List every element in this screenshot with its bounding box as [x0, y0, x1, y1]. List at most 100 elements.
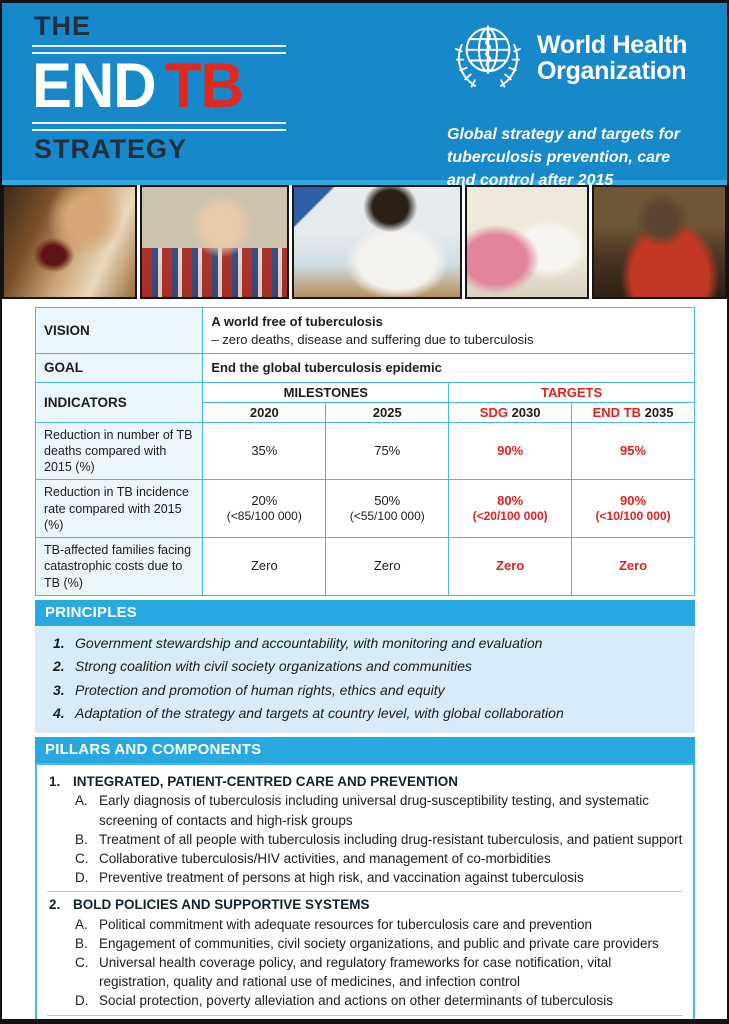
- end-tb-strategy-logo: THE END TB STRATEGY: [32, 13, 286, 163]
- pillar-component: A. Political commitment with adequate res…: [47, 915, 683, 934]
- cell-2020: 35%: [202, 421, 327, 481]
- cell-2035: 95%: [571, 421, 695, 481]
- pillar-component: C. Universal health coverage policy, and …: [47, 953, 683, 991]
- pillar-component: C. Collaborative tuberculosis/HIV activit…: [47, 849, 683, 868]
- main-content: VISION A world free of tuberculosis – ze…: [2, 299, 727, 1020]
- logo-the-text: THE: [34, 11, 91, 41]
- logo-endtb-text: END TB: [32, 55, 273, 118]
- goal-row: GOAL End the global tuberculosis epidemi…: [34, 353, 695, 383]
- year-prefix: END TB: [592, 404, 641, 420]
- photo-smiling-woman-in-red: [592, 185, 727, 299]
- pillar-title: 1. INTEGRATED, PATIENT-CENTRED CARE AND P…: [47, 772, 683, 792]
- principle-text: Protection and promotion of human rights…: [75, 681, 445, 698]
- component-letter: B.: [75, 831, 88, 847]
- header-subtitle: Global strategy and targets for tubercul…: [447, 126, 680, 190]
- cell-2035: 90% (<10/100 000): [571, 479, 695, 539]
- component-letter: C.: [75, 850, 89, 866]
- column-group-row: INDICATORS MILESTONES TARGETS: [34, 381, 695, 423]
- vision-row: VISION A world free of tuberculosis – ze…: [34, 306, 695, 355]
- principle-item: 4. Adaptation of the strategy and targets…: [45, 705, 685, 723]
- photo-man-holding-tb-medication: [2, 185, 137, 299]
- pillar-number: 1.: [49, 773, 61, 789]
- pillar-section-3: 3.INTENSIFIED RESEARCH AND INNOVATION A.…: [47, 1014, 683, 1020]
- photo-child-receiving-treatment: [140, 185, 289, 299]
- strategy-table: VISION A world free of tuberculosis – ze…: [34, 306, 695, 596]
- pillar-title: 2. BOLD POLICIES AND SUPPORTIVE SYSTEMS: [47, 895, 683, 915]
- year-value: 2025: [372, 404, 402, 420]
- cell-2030: 90%: [448, 421, 573, 481]
- indicator-row-deaths: Reduction in number of TB deaths compare…: [34, 421, 695, 481]
- who-emblem-icon: [455, 25, 521, 88]
- cell-2025: 50% (<55/100 000): [325, 479, 450, 539]
- goal-label: GOAL: [34, 353, 204, 383]
- cell-2020: Zero: [202, 537, 327, 596]
- component-text: Engagement of communities, civil society…: [99, 935, 659, 951]
- pillar-title-text: BOLD POLICIES AND SUPPORTIVE SYSTEMS: [73, 897, 370, 913]
- component-text: Treatment of all people with tuberculosi…: [99, 831, 683, 847]
- pillar-section-1: 1. INTEGRATED, PATIENT-CENTRED CARE AND P…: [47, 769, 683, 891]
- component-letter: B.: [75, 935, 88, 951]
- who-wordmark: World Health Organization: [537, 32, 687, 84]
- year-endtb-2035: END TB 2035: [571, 401, 695, 423]
- cell-2020: 20% (<85/100 000): [202, 479, 327, 539]
- photo-strip: [2, 185, 727, 299]
- component-letter: A.: [75, 793, 88, 809]
- component-letter: C.: [75, 955, 89, 971]
- vision-title: A world free of tuberculosis: [211, 314, 383, 329]
- pillar-component: A. Early diagnosis of tuberculosis includ…: [47, 791, 683, 829]
- principle-item: 3. Protection and promotion of human righ…: [45, 682, 685, 700]
- logo-divider-bottom: [32, 121, 286, 131]
- cell-2025: 75%: [325, 421, 450, 481]
- principle-item: 1. Government stewardship and accountabil…: [45, 635, 685, 653]
- principles-list: 1. Government stewardship and accountabil…: [35, 625, 695, 733]
- photo-doctor-examining-patient: [465, 185, 589, 299]
- principle-text: Strong coalition with civil society orga…: [75, 658, 472, 675]
- pillars-header-bar: PILLARS AND COMPONENTS: [35, 736, 695, 763]
- principles-header-bar: PRINCIPLES: [35, 599, 695, 626]
- who-logo-row: World Health Organization: [447, 17, 703, 99]
- photo-lab-technician-at-computer: [292, 185, 462, 299]
- year-2020: 2020: [202, 401, 327, 423]
- pillar-title: 3.INTENSIFIED RESEARCH AND INNOVATION: [47, 1019, 683, 1020]
- targets-header: TARGETS: [448, 381, 695, 403]
- component-letter: D.: [75, 870, 89, 886]
- logo-strategy-text: STRATEGY: [34, 133, 188, 164]
- component-text: Early diagnosis of tuberculosis includin…: [99, 793, 650, 828]
- pillar-title-text: INTENSIFIED RESEARCH AND INNOVATION: [73, 1019, 356, 1020]
- pillar-component: D. Preventive treatment of persons at hig…: [47, 868, 683, 887]
- pillars-list: 1. INTEGRATED, PATIENT-CENTRED CARE AND P…: [35, 762, 695, 1020]
- year-value: 2030: [511, 404, 541, 420]
- component-text: Political commitment with adequate resou…: [99, 916, 592, 932]
- principle-number: 3.: [53, 681, 65, 698]
- principle-text: Adaptation of the strategy and targets a…: [75, 705, 564, 722]
- pillar-title-text: INTEGRATED, PATIENT-CENTRED CARE AND PRE…: [73, 773, 459, 789]
- principle-number: 2.: [53, 658, 65, 675]
- year-header-row: 2020 2025 SDG 2030 END TB 2035: [36, 401, 695, 423]
- who-name-line1: World Health: [537, 31, 688, 59]
- principle-item: 2. Strong coalition with civil society or…: [45, 658, 685, 676]
- pillar-number: 2.: [49, 897, 61, 913]
- vision-label: VISION: [34, 306, 204, 355]
- logo-divider-top: [32, 45, 286, 54]
- who-name-line2: Organization: [537, 57, 687, 85]
- indicator-label: Reduction in number of TB deaths compare…: [34, 421, 204, 481]
- pillar-component: D. Social protection, poverty alleviation…: [47, 991, 683, 1010]
- goal-value: End the global tuberculosis epidemic: [202, 353, 695, 383]
- cell-2025: Zero: [325, 537, 450, 596]
- logo-end-word: END: [32, 51, 156, 121]
- vision-value: A world free of tuberculosis – zero deat…: [202, 306, 695, 355]
- header-banner: THE END TB STRATEGY: [2, 3, 727, 189]
- indicator-row-incidence: Reduction in TB incidence rate compared …: [34, 479, 695, 539]
- who-block: World Health Organization Global strateg…: [447, 17, 703, 193]
- year-sdg-2030: SDG 2030: [448, 401, 573, 423]
- vision-subtitle: – zero deaths, disease and suffering due…: [211, 331, 534, 347]
- pillar-component: B. Engagement of communities, civil socie…: [47, 934, 683, 953]
- indicators-label: INDICATORS: [34, 381, 204, 423]
- logo-tb-word: TB: [165, 51, 244, 121]
- component-letter: A.: [75, 916, 88, 932]
- cell-2030: 80% (<20/100 000): [448, 479, 573, 539]
- component-text: Social protection, poverty alleviation a…: [99, 993, 614, 1009]
- principle-number: 4.: [53, 705, 65, 722]
- pillar-number: 3.: [47, 1019, 73, 1020]
